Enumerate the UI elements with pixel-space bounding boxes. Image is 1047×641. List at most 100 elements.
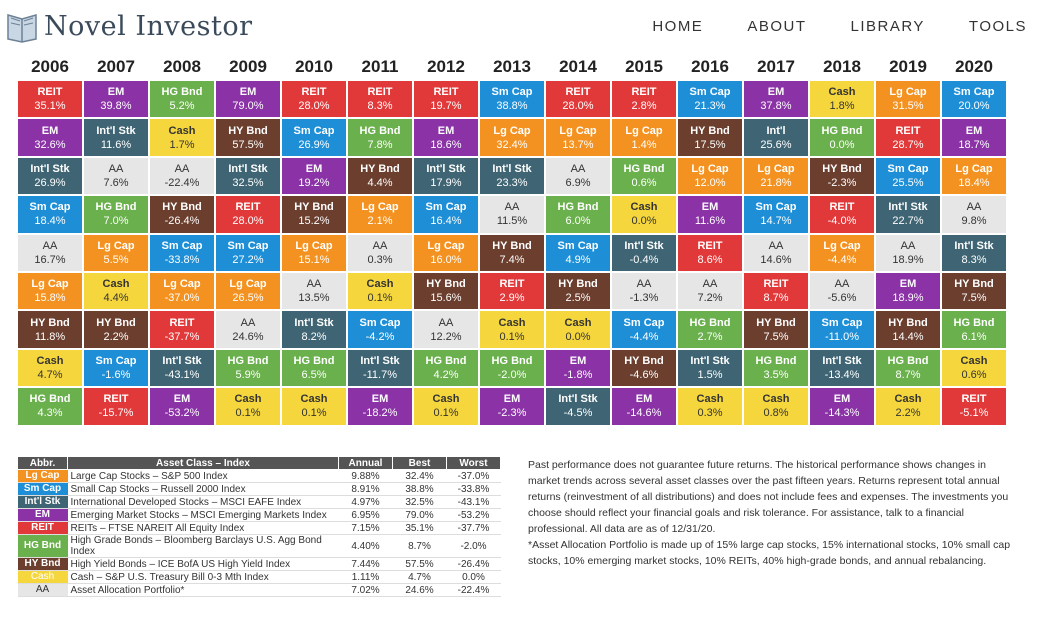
site-logo[interactable]: Novel Investor — [6, 6, 253, 46]
legend-asset-name: Cash – S&P U.S. Treasury Bill 0-3 Mth In… — [67, 570, 339, 584]
quilt-cell-return: -26.4% — [164, 215, 200, 228]
quilt-cell: EM -18.2% — [347, 387, 413, 426]
quilt-cell-return: 37.8% — [760, 100, 792, 113]
quilt-cell-return: 79.0% — [232, 100, 264, 113]
quilt-cell-asset: HG Bnd — [491, 354, 533, 367]
quilt-cell-return: 2.7% — [697, 330, 723, 343]
quilt-cell-return: 0.1% — [235, 407, 261, 420]
legend-annual: 7.44% — [338, 557, 393, 571]
quilt-cell: EM 11.6% — [677, 195, 743, 234]
quilt-cell: Sm Cap 38.8% — [479, 80, 545, 119]
quilt-cell-asset: HG Bnd — [293, 354, 335, 367]
quilt-cell-asset: REIT — [763, 278, 789, 291]
quilt-cell-asset: Sm Cap — [953, 86, 995, 99]
quilt-cell-return: 32.6% — [34, 138, 66, 151]
quilt-cell-asset: REIT — [631, 86, 657, 99]
quilt-cell-asset: Lg Cap — [691, 162, 729, 175]
quilt-cell-asset: HG Bnd — [623, 162, 665, 175]
quilt-cell: EM -1.8% — [545, 348, 611, 388]
nav-tools[interactable]: TOOLS — [968, 18, 1027, 35]
legend-row: REIT REITs – FTSE NAREIT All Equity Index… — [17, 521, 501, 535]
quilt-cell-return: 23.3% — [496, 176, 528, 189]
quilt-cell: HY Bnd 14.4% — [875, 310, 941, 349]
legend-abbr: EM — [17, 508, 68, 522]
quilt-cell-asset: EM — [767, 86, 785, 99]
quilt-cell: Int'l Stk -13.4% — [809, 348, 875, 388]
quilt-cell-asset: HG Bnd — [161, 86, 203, 99]
quilt-cell: EM -2.3% — [479, 387, 545, 426]
quilt-cell-return: -4.4% — [827, 253, 857, 266]
quilt-cell-asset: HY Bnd — [492, 239, 532, 252]
quilt-cell: HY Bnd 2.5% — [545, 271, 611, 311]
quilt-cell: Sm Cap 26.9% — [281, 118, 347, 157]
quilt-cell-asset: Cash — [36, 354, 64, 367]
quilt-cell: Cash 0.0% — [611, 195, 677, 234]
quilt-cell-return: 0.0% — [565, 330, 591, 343]
legend-header-annual: Annual — [338, 456, 393, 470]
quilt-cell-return: 1.7% — [169, 138, 195, 151]
quilt-cell-return: 15.2% — [298, 215, 330, 228]
quilt-cell: REIT 28.0% — [215, 195, 281, 234]
quilt-cell: Sm Cap 18.4% — [17, 195, 83, 234]
nav-home[interactable]: HOME — [652, 18, 704, 35]
quilt-cell: EM -53.2% — [149, 387, 215, 426]
quilt-cell-asset: Cash — [234, 393, 262, 406]
legend-best: 8.7% — [392, 534, 447, 558]
quilt-cell-return: 16.0% — [430, 253, 462, 266]
quilt-cell: Cash 2.2% — [875, 387, 941, 426]
year-header: 2014 — [559, 57, 597, 76]
logo-text: Novel Investor — [44, 10, 253, 42]
quilt-cell-return: -11.0% — [824, 330, 860, 343]
quilt-cell: Lg Cap 5.5% — [83, 233, 149, 272]
quilt-cell: HY Bnd -4.6% — [611, 348, 677, 388]
quilt-cell-return: 25.6% — [760, 138, 792, 151]
quilt-cell-asset: HY Bnd — [30, 316, 70, 329]
quilt-cell: Int'l Stk 17.9% — [413, 156, 479, 196]
quilt-cell-return: 7.5% — [763, 330, 789, 343]
year-header: 2008 — [163, 57, 201, 76]
quilt-cell-return: -37.0% — [164, 292, 200, 305]
quilt-cell-return: 57.5% — [232, 138, 264, 151]
quilt-cell: HG Bnd 6.1% — [941, 310, 1007, 349]
quilt-cell-asset: REIT — [367, 86, 393, 99]
quilt-cell-return: 0.1% — [433, 407, 459, 420]
quilt-cell-return: 19.2% — [298, 176, 330, 189]
quilt-cell-asset: EM — [569, 354, 587, 367]
quilt-cell: Sm Cap 21.3% — [677, 80, 743, 119]
quilt-cell-return: -15.7% — [98, 407, 134, 420]
quilt-cell-return: -14.6% — [626, 407, 662, 420]
quilt-cell-return: 0.6% — [961, 368, 987, 381]
legend-worst: -43.1% — [446, 495, 501, 509]
quilt-cell: REIT 35.1% — [17, 80, 83, 119]
quilt-cell-asset: AA — [42, 239, 58, 252]
quilt-cell-return: 1.5% — [697, 368, 723, 381]
quilt-cell: AA 13.5% — [281, 271, 347, 311]
quilt-cell: Lg Cap 15.1% — [281, 233, 347, 272]
quilt-cell: HY Bnd 11.8% — [17, 310, 83, 349]
quilt-cell: HY Bnd 15.2% — [281, 195, 347, 234]
quilt-cell-return: 35.1% — [34, 100, 66, 113]
quilt-cell-asset: Sm Cap — [161, 239, 203, 252]
quilt-cell-asset: REIT — [169, 316, 195, 329]
quilt-cell-return: 4.9% — [565, 253, 591, 266]
quilt-cell-return: -4.2% — [365, 330, 395, 343]
quilt-cell-asset: EM — [239, 86, 257, 99]
quilt-cell-asset: EM — [833, 393, 851, 406]
quilt-cell: AA 6.9% — [545, 156, 611, 196]
quilt-cell-asset: HY Bnd — [888, 316, 928, 329]
quilt-cell-return: -1.8% — [563, 368, 593, 381]
quilt-cell: REIT -37.7% — [149, 310, 215, 349]
quilt-cell-return: -1.3% — [629, 292, 659, 305]
quilt-cell: Sm Cap 16.4% — [413, 195, 479, 234]
nav-about[interactable]: ABOUT — [747, 18, 807, 35]
quilt-cell-return: -13.4% — [824, 368, 860, 381]
quilt-cell: AA 12.2% — [413, 310, 479, 349]
quilt-cell: EM 18.9% — [875, 271, 941, 311]
quilt-cell-asset: Cash — [564, 316, 592, 329]
quilt-cell-return: 4.2% — [433, 368, 459, 381]
nav-library[interactable]: LIBRARY — [850, 18, 925, 35]
year-header: 2010 — [295, 57, 333, 76]
quilt-cell-return: 6.1% — [961, 330, 987, 343]
quilt-cell-asset: Sm Cap — [425, 201, 467, 214]
quilt-cell-asset: AA — [438, 316, 454, 329]
